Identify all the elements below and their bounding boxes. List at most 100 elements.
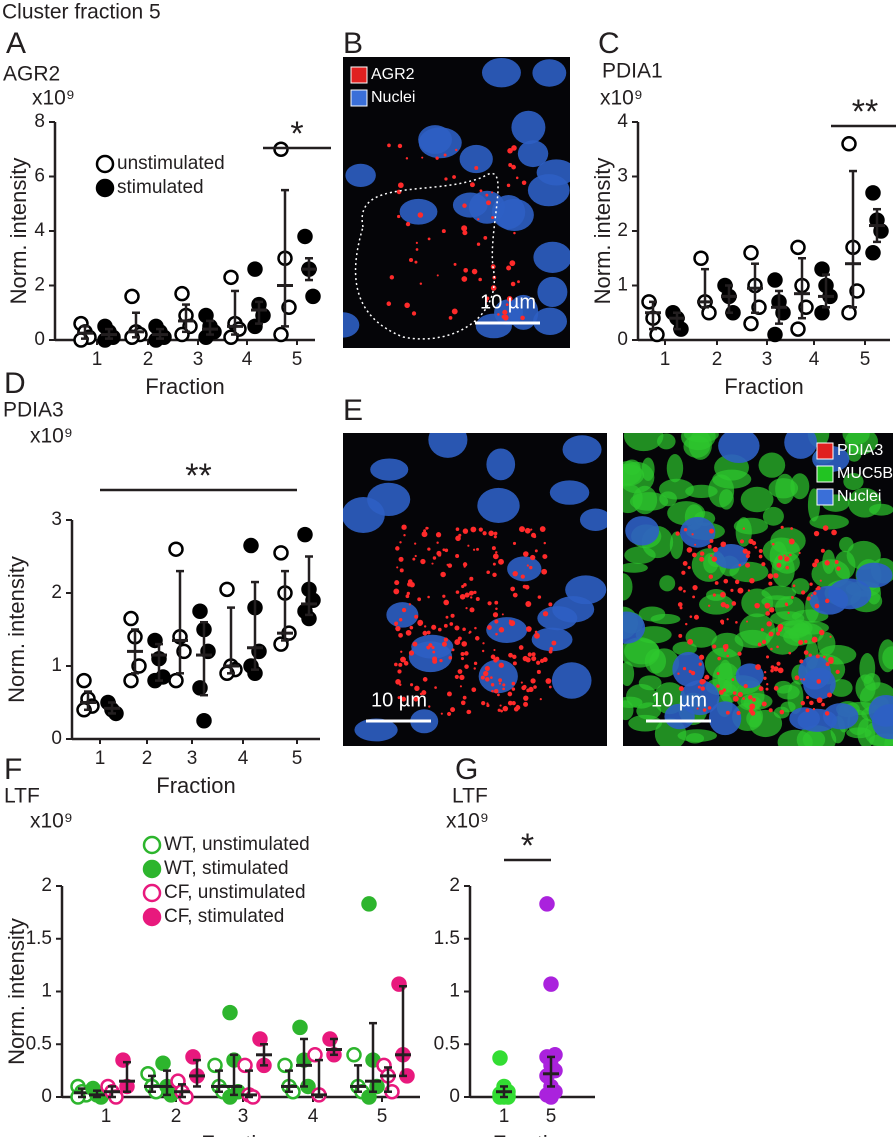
red-signal xyxy=(487,601,492,606)
red-signal xyxy=(790,596,794,599)
red-signal xyxy=(788,538,795,545)
nucleus xyxy=(370,458,409,481)
red-signal xyxy=(473,661,478,666)
x-tick-label: 1 xyxy=(92,349,103,370)
red-signal xyxy=(520,574,525,579)
red-signal xyxy=(770,665,775,670)
unit-label: x10⁹ xyxy=(446,810,489,833)
red-signal xyxy=(473,667,476,670)
red-signal xyxy=(403,534,406,537)
red-signal xyxy=(512,592,518,598)
red-signal xyxy=(751,540,757,546)
red-signal xyxy=(483,235,488,240)
red-signal xyxy=(752,697,756,702)
red-signal xyxy=(397,696,401,700)
red-signal xyxy=(401,524,407,530)
red-signal xyxy=(683,589,686,593)
y-tick-label: 1.5 xyxy=(434,928,460,949)
unit-label: x10⁹ xyxy=(30,810,73,833)
x-tick-label: 2 xyxy=(143,349,154,370)
data-point xyxy=(155,1055,171,1071)
green-signal xyxy=(717,659,733,693)
red-signal xyxy=(459,685,463,688)
panel-letter: B xyxy=(343,27,363,60)
red-signal xyxy=(485,677,490,682)
red-signal xyxy=(464,664,469,669)
red-signal xyxy=(414,685,420,692)
nucleus xyxy=(533,241,570,273)
red-signal xyxy=(736,710,741,716)
red-signal xyxy=(446,691,452,697)
red-signal xyxy=(439,658,443,663)
red-signal xyxy=(506,296,513,302)
red-signal xyxy=(462,203,467,208)
red-signal xyxy=(509,620,516,627)
red-signal xyxy=(709,538,714,543)
red-signal xyxy=(512,570,518,577)
red-signal xyxy=(486,703,490,708)
red-signal xyxy=(454,674,459,679)
red-signal xyxy=(492,553,499,560)
panel-letter: E xyxy=(343,394,363,427)
red-signal xyxy=(754,546,758,549)
red-signal xyxy=(822,525,829,531)
red-signal xyxy=(533,534,537,539)
red-signal xyxy=(742,548,748,554)
green-signal xyxy=(638,606,666,622)
red-signal xyxy=(818,629,825,636)
red-signal xyxy=(766,683,769,686)
data-point xyxy=(123,672,139,689)
red-signal xyxy=(450,707,456,713)
x-tick-label: 1 xyxy=(660,349,671,370)
data-point xyxy=(865,245,881,261)
red-signal xyxy=(490,654,496,660)
red-signal xyxy=(386,301,392,306)
red-signal xyxy=(777,667,784,674)
red-signal xyxy=(763,670,767,674)
red-signal xyxy=(526,688,531,693)
green-signal xyxy=(623,461,655,494)
red-signal xyxy=(742,527,745,530)
legend-marker xyxy=(142,907,162,927)
red-signal xyxy=(827,692,832,698)
red-signal xyxy=(784,602,788,606)
scale-bar-label: 10 µm xyxy=(371,689,427,711)
red-signal xyxy=(523,695,529,701)
red-signal xyxy=(806,695,810,700)
red-signal xyxy=(746,550,751,555)
y-axis-label: Norm. intensity xyxy=(4,556,29,703)
red-signal xyxy=(526,564,529,567)
red-signal xyxy=(776,661,781,666)
red-signal xyxy=(834,559,839,564)
red-signal xyxy=(398,662,403,667)
red-signal xyxy=(737,692,743,698)
green-signal xyxy=(790,473,810,500)
red-signal xyxy=(409,625,414,630)
red-signal xyxy=(417,621,423,626)
red-signal xyxy=(397,669,402,674)
panel-letter: A xyxy=(6,27,26,60)
y-axis-label: Norm. intensity xyxy=(590,158,615,305)
panel-letter: C xyxy=(598,27,620,60)
green-signal xyxy=(683,433,719,443)
micrograph xyxy=(623,433,893,746)
protein-label: PDIA3 xyxy=(3,399,64,422)
red-signal xyxy=(787,611,790,614)
red-signal xyxy=(745,563,750,568)
green-signal xyxy=(780,701,796,713)
data-point xyxy=(767,272,783,288)
red-signal xyxy=(743,683,748,689)
red-signal xyxy=(545,678,552,684)
y-tick-label: 2 xyxy=(41,875,52,896)
green-signal xyxy=(809,514,849,530)
red-signal xyxy=(799,659,804,664)
red-signal xyxy=(542,657,548,663)
green-signal xyxy=(863,673,881,691)
red-signal xyxy=(421,531,428,538)
red-signal xyxy=(824,560,830,566)
red-signal xyxy=(419,282,423,285)
red-signal xyxy=(397,143,403,149)
red-signal xyxy=(461,641,468,647)
protein-label: LTF xyxy=(4,785,40,808)
red-signal xyxy=(459,593,466,600)
